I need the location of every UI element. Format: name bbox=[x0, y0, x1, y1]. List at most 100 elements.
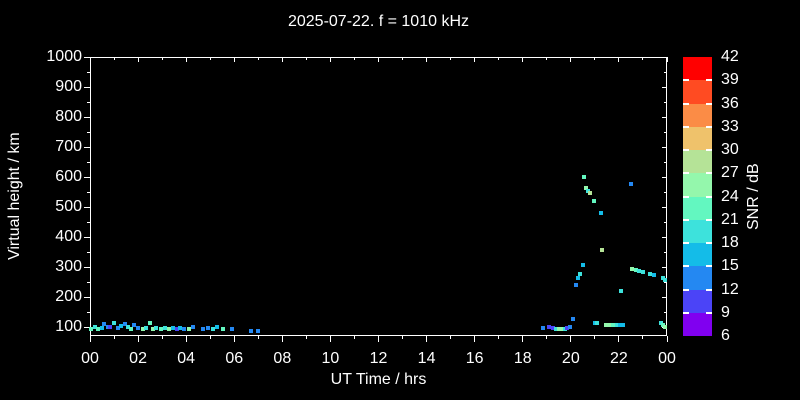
y-axis-label: Virtual height / km bbox=[6, 57, 24, 336]
x-minor-tick-top bbox=[209, 57, 211, 60]
x-minor-tick-top bbox=[113, 57, 115, 60]
y-tick-label: 500 bbox=[55, 198, 82, 215]
x-minor-tick-top bbox=[257, 57, 259, 60]
colorbar-segment bbox=[683, 243, 712, 267]
data-point bbox=[618, 322, 623, 327]
data-point bbox=[610, 322, 615, 327]
data-point bbox=[576, 276, 581, 281]
colorbar bbox=[683, 57, 712, 336]
data-point bbox=[571, 316, 576, 321]
colorbar-level-label: 6 bbox=[721, 327, 730, 344]
x-major-tick bbox=[618, 336, 620, 342]
data-point bbox=[186, 326, 191, 331]
data-point bbox=[603, 322, 608, 327]
y-major-tick-right bbox=[662, 296, 667, 298]
x-major-tick bbox=[137, 336, 139, 342]
x-minor-tick bbox=[353, 336, 355, 339]
data-point bbox=[256, 328, 261, 333]
x-minor-tick bbox=[642, 336, 644, 339]
colorbar-segment bbox=[683, 173, 712, 197]
colorbar-boundary-tick bbox=[683, 125, 689, 128]
x-major-tick-top bbox=[185, 57, 187, 62]
y-major-tick bbox=[84, 326, 90, 328]
y-major-tick bbox=[84, 86, 90, 88]
data-point bbox=[126, 325, 131, 329]
x-tick-label: 00 bbox=[81, 350, 99, 367]
data-point bbox=[595, 321, 600, 326]
colorbar-level-label: 36 bbox=[721, 94, 739, 112]
colorbar-level-label: 42 bbox=[721, 48, 739, 65]
x-minor-tick-top bbox=[305, 57, 307, 60]
data-point bbox=[210, 326, 215, 331]
data-point bbox=[578, 271, 583, 276]
y-minor-tick-right bbox=[664, 311, 667, 313]
y-major-tick bbox=[84, 56, 90, 58]
colorbar-level-label: 12 bbox=[721, 280, 739, 298]
y-minor-tick-right bbox=[664, 251, 667, 253]
colorbar-segment bbox=[683, 80, 712, 104]
x-tick-label: 22 bbox=[610, 350, 628, 367]
x-major-tick-top bbox=[137, 57, 139, 62]
colorbar-level-label: 15 bbox=[721, 257, 739, 275]
y-minor-tick-right bbox=[664, 221, 667, 223]
x-major-tick-top bbox=[233, 57, 235, 62]
data-point bbox=[580, 262, 585, 267]
colorbar-boundary-tick bbox=[683, 311, 689, 314]
data-point bbox=[560, 327, 565, 332]
x-minor-tick bbox=[209, 336, 211, 339]
colorbar-boundary-tick bbox=[683, 79, 689, 82]
colorbar-title-text: SNR / dB bbox=[745, 163, 762, 230]
x-major-tick-top bbox=[474, 57, 476, 62]
data-point bbox=[115, 325, 120, 330]
data-point bbox=[541, 325, 546, 330]
y-major-tick-right bbox=[662, 116, 667, 118]
x-tick-label: 08 bbox=[273, 350, 292, 367]
y-minor-tick bbox=[87, 281, 90, 283]
colorbar-segment bbox=[683, 196, 712, 220]
x-tick-label: 18 bbox=[513, 350, 532, 367]
data-point bbox=[205, 325, 210, 330]
data-point bbox=[554, 326, 559, 331]
data-point bbox=[562, 326, 567, 331]
x-major-tick-top bbox=[281, 57, 283, 62]
data-point bbox=[648, 271, 653, 276]
colorbar-title: SNR / dB bbox=[745, 57, 763, 336]
y-major-tick-right bbox=[662, 146, 667, 148]
y-tick-label: 800 bbox=[55, 108, 82, 125]
colorbar-level-label: 24 bbox=[721, 187, 739, 205]
x-minor-tick bbox=[305, 336, 307, 339]
x-tick-label: 16 bbox=[465, 350, 484, 367]
y-axis-label-text: Virtual height / km bbox=[6, 132, 23, 261]
data-point bbox=[132, 322, 137, 327]
x-major-tick bbox=[281, 336, 283, 342]
x-major-tick-top bbox=[329, 57, 331, 62]
colorbar-segment bbox=[683, 312, 712, 336]
data-point bbox=[573, 283, 578, 287]
colorbar-segment bbox=[683, 126, 712, 150]
y-major-tick bbox=[84, 146, 90, 148]
data-point bbox=[92, 325, 97, 329]
colorbar-boundary-tick bbox=[706, 125, 712, 128]
colorbar-boundary-tick bbox=[683, 242, 689, 244]
colorbar-boundary-tick bbox=[683, 265, 689, 268]
colorbar-boundary-tick bbox=[706, 102, 712, 105]
y-minor-tick bbox=[87, 191, 90, 193]
x-minor-tick bbox=[498, 336, 500, 339]
y-minor-tick bbox=[87, 101, 90, 103]
colorbar-boundary-tick bbox=[683, 102, 689, 105]
data-point bbox=[584, 186, 589, 191]
y-minor-tick bbox=[87, 251, 90, 253]
x-minor-tick-top bbox=[546, 57, 548, 60]
x-major-tick bbox=[522, 336, 524, 342]
x-tick-label: 04 bbox=[177, 350, 196, 367]
data-point bbox=[661, 322, 666, 327]
data-point bbox=[633, 268, 638, 272]
colorbar-boundary-tick bbox=[683, 172, 689, 175]
y-major-tick bbox=[84, 116, 90, 118]
colorbar-segment bbox=[683, 57, 712, 81]
colorbar-level-label: 30 bbox=[721, 141, 739, 158]
colorbar-boundary-tick bbox=[706, 195, 712, 198]
y-minor-tick bbox=[87, 221, 90, 223]
y-minor-tick-right bbox=[664, 101, 667, 103]
